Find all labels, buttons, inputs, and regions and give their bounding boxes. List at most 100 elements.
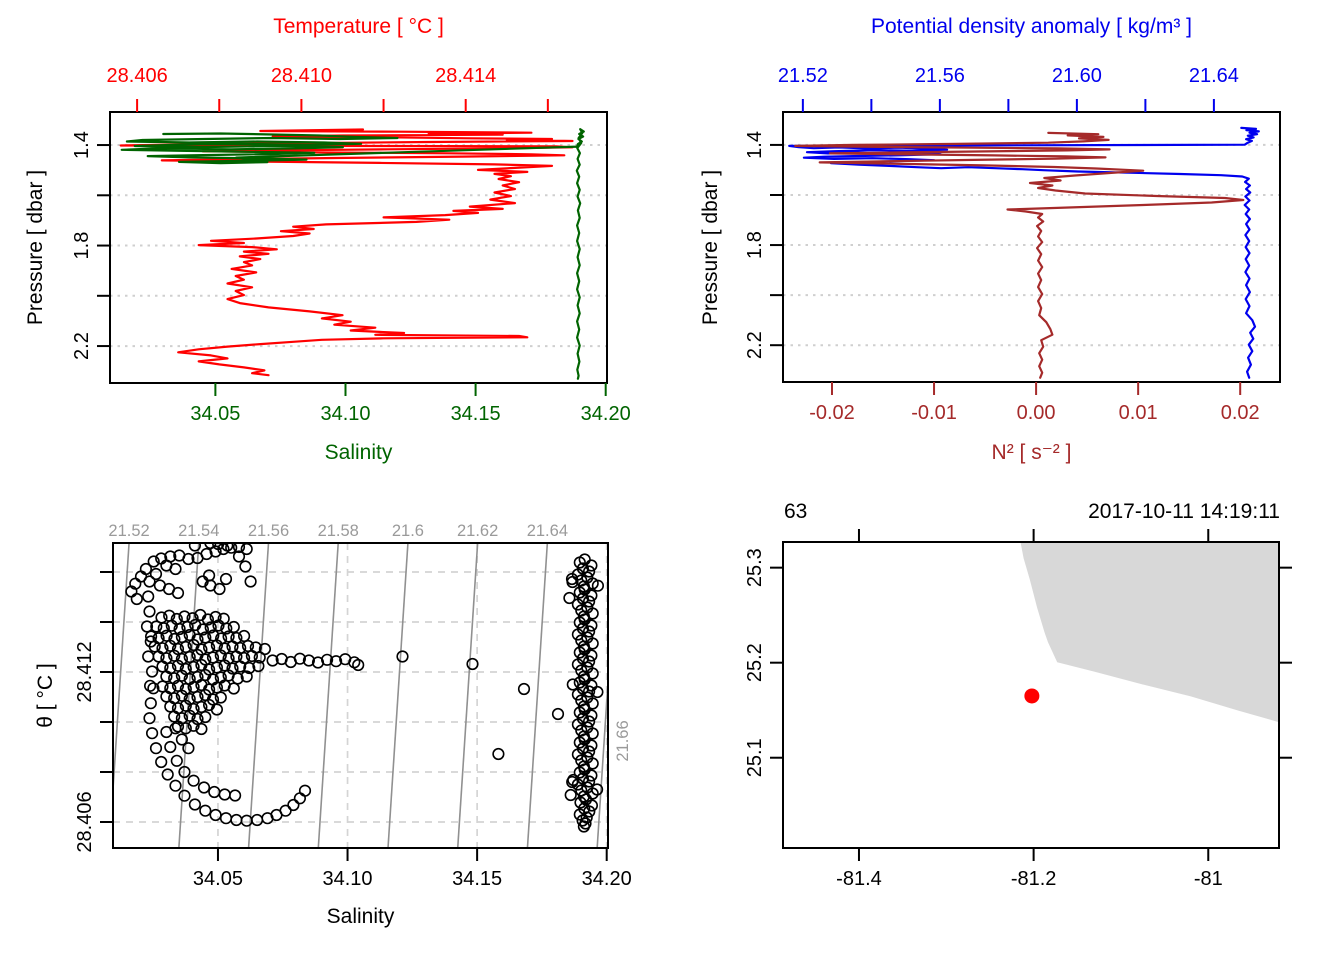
ts-point bbox=[144, 697, 157, 710]
ts-point bbox=[492, 747, 505, 761]
ts-point bbox=[298, 784, 312, 797]
ts-point bbox=[251, 813, 264, 827]
ts-point bbox=[258, 642, 272, 656]
ts-point bbox=[225, 543, 238, 554]
ts-point bbox=[517, 682, 531, 696]
ts-point bbox=[585, 589, 598, 602]
ts-point bbox=[187, 680, 200, 694]
ts-point bbox=[551, 707, 565, 721]
ts-point bbox=[209, 545, 222, 558]
ts-point bbox=[204, 621, 217, 634]
ts-point bbox=[218, 659, 231, 672]
ts-point bbox=[206, 651, 220, 664]
ts-point bbox=[178, 789, 191, 802]
tick-label: 21.64 bbox=[1189, 65, 1239, 87]
ts-point bbox=[574, 796, 587, 809]
plot-box bbox=[782, 541, 1280, 849]
land-group bbox=[1020, 542, 1279, 723]
isopycnal-line bbox=[387, 543, 409, 848]
ts-point bbox=[213, 582, 226, 596]
ts-point bbox=[220, 622, 233, 635]
temperature-axis-title: Temperature [ °C ] bbox=[273, 15, 444, 38]
ts-point bbox=[169, 562, 182, 576]
ts-point bbox=[179, 662, 192, 676]
ts-point bbox=[199, 710, 212, 724]
tick-label: 21.52 bbox=[778, 65, 828, 87]
ts-point bbox=[149, 567, 163, 581]
ts-point bbox=[565, 572, 579, 586]
isopycnal-line bbox=[178, 543, 200, 848]
profile-line-salinity bbox=[120, 128, 585, 380]
ts-point bbox=[171, 642, 185, 656]
ts-point bbox=[210, 661, 223, 674]
ts-point bbox=[321, 653, 334, 666]
tick-label: 0.00 bbox=[1017, 402, 1056, 424]
ts-point bbox=[157, 622, 170, 635]
ts-point bbox=[567, 773, 580, 787]
ts-point bbox=[243, 661, 256, 675]
ts-point bbox=[563, 591, 576, 605]
station-number: 63 bbox=[784, 500, 807, 523]
ts-point bbox=[210, 681, 223, 694]
ts-point bbox=[466, 657, 479, 671]
isopycnal-right-label: 21.66 bbox=[614, 720, 632, 761]
tick-label: 2.2 bbox=[744, 331, 766, 359]
ts-point bbox=[219, 572, 233, 586]
ts-point bbox=[164, 740, 177, 754]
ts-point bbox=[147, 555, 160, 568]
plot-box bbox=[109, 111, 608, 384]
tick-label: 0.01 bbox=[1119, 402, 1158, 424]
series-group bbox=[119, 128, 585, 380]
ts-point bbox=[170, 754, 183, 767]
plot-box bbox=[112, 542, 609, 849]
ts-point bbox=[330, 655, 343, 668]
tick-label: 28.410 bbox=[271, 65, 332, 87]
ts-point bbox=[252, 659, 265, 673]
tick-label: 28.406 bbox=[74, 791, 96, 852]
ts-point bbox=[230, 813, 243, 827]
tick-label: -81.2 bbox=[1011, 868, 1057, 890]
tick-label: 34.15 bbox=[451, 403, 501, 425]
ts-point bbox=[582, 775, 596, 788]
panel-ts-diagram: 21.52 21.54 21.56 21.58 21.6 21.62 21.64 34.05 3… bbox=[74, 522, 632, 890]
ts-point bbox=[156, 680, 169, 693]
ts-point bbox=[582, 595, 596, 608]
ts-point bbox=[585, 559, 598, 572]
ts-point bbox=[199, 804, 212, 817]
ts-point bbox=[140, 620, 154, 633]
ts-point bbox=[183, 709, 196, 722]
ts-point bbox=[585, 799, 599, 812]
ts-point bbox=[143, 712, 156, 725]
profile-line-potential-density-anomaly bbox=[788, 126, 1260, 379]
ts-point bbox=[582, 715, 596, 728]
ts-point bbox=[156, 660, 169, 673]
ts-point bbox=[160, 670, 173, 683]
isopycnal-label: 21.64 bbox=[527, 522, 568, 540]
tick-label: 34.10 bbox=[320, 403, 370, 425]
pressure-axis-title-right-panel: Pressure [ dbar ] bbox=[699, 170, 722, 325]
ts-point bbox=[573, 676, 586, 689]
ts-point bbox=[577, 820, 591, 833]
plot-box bbox=[782, 111, 1281, 383]
ts-point bbox=[144, 679, 157, 692]
ts-point bbox=[203, 641, 216, 654]
ts-point bbox=[130, 592, 143, 606]
ts-point bbox=[171, 659, 185, 672]
ts-point bbox=[183, 692, 196, 706]
ts-point bbox=[183, 650, 196, 664]
isopycnal-line bbox=[247, 543, 270, 848]
ts-point bbox=[203, 569, 216, 582]
ts-point bbox=[182, 552, 195, 566]
ts-point bbox=[210, 639, 223, 652]
ts-point bbox=[232, 550, 246, 563]
tick-label: 25.2 bbox=[744, 643, 766, 682]
ts-point bbox=[191, 690, 204, 704]
ts-point bbox=[240, 670, 253, 683]
tick-label: 1.4 bbox=[744, 131, 766, 159]
tick-label: 34.05 bbox=[190, 403, 240, 425]
pressure-axis-title-left: Pressure [ dbar ] bbox=[24, 170, 47, 325]
ts-point bbox=[577, 790, 591, 803]
ts-point bbox=[234, 660, 247, 673]
ts-point bbox=[179, 699, 192, 712]
